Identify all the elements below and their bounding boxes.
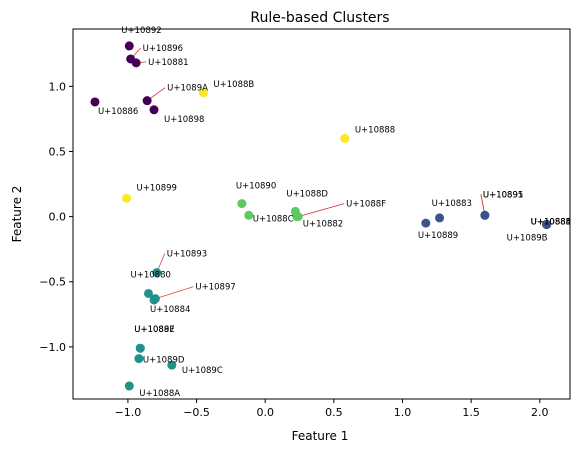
- point-label: U+10893: [167, 250, 207, 260]
- point-label: U+10888: [355, 125, 395, 135]
- data-point: [435, 213, 445, 223]
- x-tick-label: 2.0: [531, 406, 549, 419]
- data-point: [142, 96, 152, 106]
- data-point: [124, 381, 134, 391]
- x-axis-label: Feature 1: [292, 429, 349, 443]
- leader-line: [298, 203, 345, 217]
- point-label: U+1089E: [134, 325, 174, 335]
- point-label: U+10882: [303, 220, 343, 230]
- point-label: U+10884: [531, 217, 571, 227]
- point-label: U+1088C: [253, 214, 294, 224]
- point-labels: U+10892 U+10896 U+10881 U+1089A U+10886 U+108…: [98, 26, 571, 399]
- data-point: [340, 133, 350, 143]
- data-point: [167, 360, 177, 370]
- y-tick-label: −0.5: [39, 276, 66, 289]
- point-label: U+1088A: [139, 389, 180, 399]
- x-tick-label: −1.0: [115, 406, 142, 419]
- point-label: U+10881: [148, 58, 188, 68]
- point-label: U+10892: [121, 26, 161, 36]
- point-label: U+10891: [483, 190, 523, 200]
- point-label: U+1089B: [507, 233, 548, 243]
- point-label: U+10897: [195, 283, 235, 293]
- point-label: U+10898: [164, 115, 204, 125]
- data-point: [542, 219, 552, 229]
- point-label: U+10880: [131, 270, 171, 280]
- leader-line: [155, 286, 194, 300]
- point-label: U+1088F: [346, 200, 386, 210]
- y-tick-label: 0.0: [49, 211, 67, 224]
- point-label: U+10886: [98, 107, 138, 117]
- data-point: [244, 210, 254, 220]
- data-point: [198, 88, 208, 98]
- data-point: [144, 288, 154, 298]
- x-tick-label: 1.5: [462, 406, 480, 419]
- x-tick-label: 1.0: [394, 406, 412, 419]
- data-point: [292, 212, 302, 222]
- y-tick-label: −1.0: [39, 341, 66, 354]
- data-point: [149, 295, 159, 305]
- point-label: U+10885: [531, 217, 571, 227]
- point-label: U+1089D: [143, 356, 185, 366]
- data-point: [480, 210, 490, 220]
- data-point: [90, 97, 100, 107]
- y-axis-label: Feature 2: [10, 186, 24, 243]
- x-axis: −1.0 −0.5 0.0 0.5 1.0 1.5 2.0: [115, 399, 549, 419]
- x-tick-label: −0.5: [183, 406, 210, 419]
- point-label: U+1088D: [286, 189, 328, 199]
- point-label: U+10899: [137, 183, 177, 193]
- x-tick-label: 0.0: [256, 406, 274, 419]
- point-label: U+1089A: [167, 84, 208, 94]
- point-label: U+10895: [483, 190, 523, 200]
- plot-area: [72, 28, 571, 400]
- data-point: [124, 41, 134, 51]
- point-label: U+10884: [150, 305, 190, 315]
- data-point: [131, 58, 141, 68]
- point-label: U+10887: [134, 325, 174, 335]
- data-point: [152, 268, 162, 278]
- data-point: [149, 105, 159, 115]
- data-point: [134, 354, 144, 364]
- data-point: [237, 199, 247, 209]
- data-point: [135, 343, 145, 353]
- y-axis: −1.0 −0.5 0.0 0.5 1.0: [39, 80, 73, 354]
- data-point: [122, 193, 132, 203]
- y-tick-label: 1.0: [49, 80, 67, 93]
- y-tick-label: 0.5: [49, 145, 67, 158]
- point-label: U+1089C: [182, 366, 223, 376]
- point-label: U+10896: [143, 44, 183, 54]
- point-label: U+1088E: [531, 217, 571, 227]
- x-tick-label: 0.5: [325, 406, 343, 419]
- point-label: U+10889: [418, 231, 458, 241]
- chart-title: Rule-based Clusters: [250, 10, 389, 26]
- point-label: U+10890: [236, 182, 276, 192]
- point-label: U+10883: [432, 199, 472, 209]
- point-label: U+1088B: [213, 80, 254, 90]
- data-points: [90, 41, 552, 391]
- data-point: [421, 218, 431, 228]
